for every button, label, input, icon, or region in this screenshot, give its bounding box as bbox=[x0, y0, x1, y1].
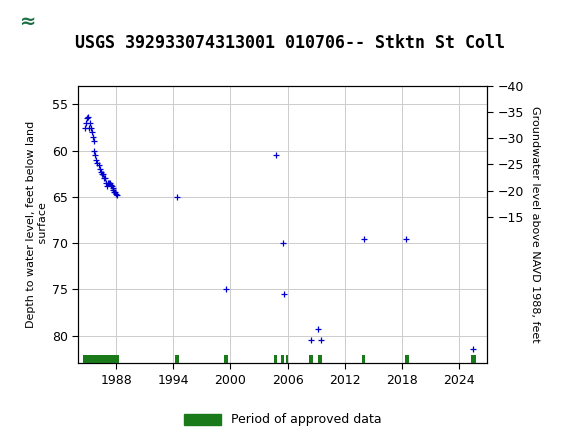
Point bbox=[86, 124, 95, 131]
Bar bbox=[274, 355, 277, 363]
Point bbox=[99, 170, 108, 177]
Point bbox=[102, 180, 111, 187]
Point bbox=[316, 337, 325, 344]
Point bbox=[307, 337, 316, 344]
Point bbox=[105, 180, 114, 187]
Point bbox=[221, 286, 230, 293]
Point bbox=[313, 326, 322, 332]
Point bbox=[97, 170, 107, 177]
Point bbox=[112, 191, 121, 198]
Point bbox=[92, 157, 101, 163]
Point bbox=[90, 147, 99, 154]
Point bbox=[103, 180, 113, 187]
Bar bbox=[3, 3, 52, 39]
Point bbox=[87, 129, 96, 136]
Point bbox=[83, 113, 92, 120]
Bar bbox=[285, 355, 288, 363]
Text: USGS: USGS bbox=[61, 12, 116, 30]
Bar bbox=[224, 355, 227, 363]
Point bbox=[93, 159, 102, 166]
Point bbox=[173, 194, 182, 200]
Point bbox=[89, 138, 98, 145]
Bar bbox=[405, 355, 409, 363]
Point bbox=[80, 124, 89, 131]
Bar bbox=[318, 355, 322, 363]
Point bbox=[108, 184, 117, 191]
Text: ≈: ≈ bbox=[20, 12, 36, 31]
Bar bbox=[362, 355, 365, 363]
Y-axis label: Depth to water level, feet below land
 surface: Depth to water level, feet below land su… bbox=[26, 121, 48, 328]
Point bbox=[96, 166, 105, 173]
Point bbox=[106, 181, 115, 188]
Point bbox=[111, 189, 120, 196]
Bar bbox=[281, 355, 284, 363]
Bar bbox=[83, 355, 119, 363]
Point bbox=[91, 152, 100, 159]
Point bbox=[94, 161, 103, 168]
Point bbox=[96, 169, 106, 175]
Point bbox=[110, 189, 119, 196]
Point bbox=[104, 180, 113, 187]
Point bbox=[100, 175, 110, 182]
Bar bbox=[309, 355, 313, 363]
Point bbox=[271, 152, 281, 159]
Y-axis label: Groundwater level above NAVD 1988, feet: Groundwater level above NAVD 1988, feet bbox=[530, 106, 539, 343]
Point bbox=[402, 235, 411, 242]
Bar bbox=[471, 355, 476, 363]
Point bbox=[468, 346, 477, 353]
Bar bbox=[175, 355, 179, 363]
Text: USGS 392933074313001 010706-- Stktn St Coll: USGS 392933074313001 010706-- Stktn St C… bbox=[75, 34, 505, 52]
Point bbox=[85, 120, 95, 126]
Point bbox=[81, 120, 90, 126]
Point bbox=[102, 182, 111, 189]
Point bbox=[109, 187, 118, 194]
Point bbox=[107, 182, 116, 189]
Point bbox=[82, 115, 92, 122]
Point bbox=[278, 240, 288, 247]
Point bbox=[359, 235, 368, 242]
Point bbox=[280, 291, 289, 298]
Point bbox=[88, 133, 97, 140]
Point bbox=[84, 124, 93, 131]
Legend: Period of approved data: Period of approved data bbox=[179, 408, 387, 430]
Point bbox=[99, 175, 108, 182]
Point bbox=[113, 192, 122, 199]
